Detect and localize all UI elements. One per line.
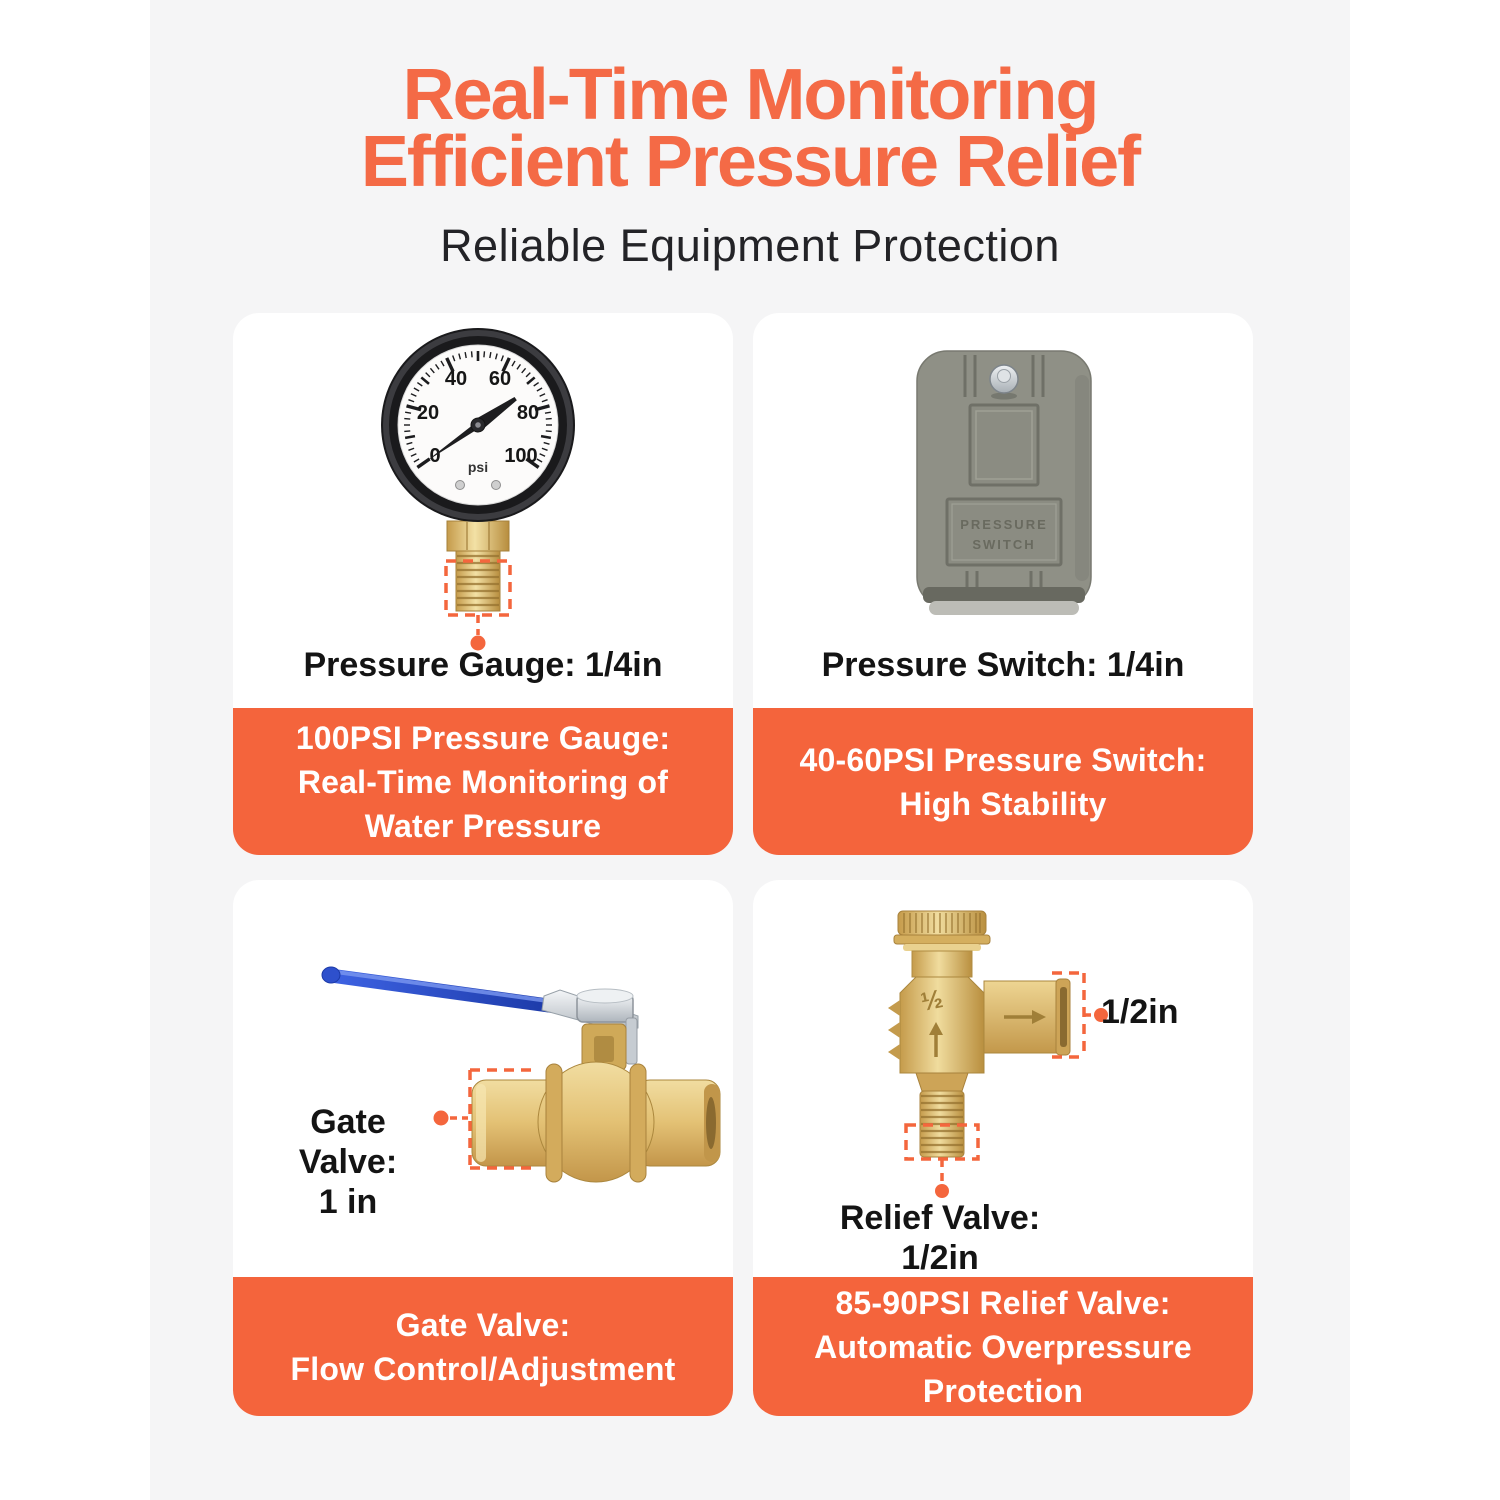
dial-label-0: 0: [429, 445, 440, 467]
switch-base-lip: [929, 601, 1079, 615]
dial-screw-right: [491, 480, 501, 490]
banner-line: High Stability: [899, 785, 1107, 822]
switch-base: [923, 587, 1085, 603]
callout-dot: [433, 1110, 449, 1126]
pressure-gauge-card: 0 20 40 60 80 100 psi: [233, 313, 733, 708]
gate-valve-size-label: Gate Valve: 1 in: [263, 1102, 433, 1222]
relief-valve-port-label: 1/2in: [1101, 993, 1179, 1031]
gauge-dial: 0 20 40 60 80 100 psi: [381, 328, 575, 522]
gate-valve-size-line2: 1 in: [318, 1183, 378, 1221]
switch-upper-panel: [968, 403, 1040, 487]
banner-line: Water Pressure: [364, 807, 602, 844]
gauge-thread-callout: [444, 559, 512, 651]
pressure-switch-illustration: PRESSURE SWITCH: [916, 350, 1092, 615]
relief-valve-size-label: Relief Valve: 1/2in: [839, 1199, 1041, 1277]
embossed-text-line1: PRESSURE: [960, 517, 1048, 532]
switch-name-plate: PRESSURE SWITCH: [945, 497, 1063, 567]
relief-port-callout: [1052, 971, 1108, 1059]
banner-line: Gate Valve:: [395, 1306, 571, 1343]
gauge-needle: [425, 396, 517, 462]
relief-valve-card: ½: [753, 880, 1253, 1277]
banner-line: Protection: [922, 1372, 1084, 1409]
pressure-gauge-size-label: Pressure Gauge: 1/4in: [303, 646, 663, 684]
relief-valve-banner: 85-90PSI Relief Valve: Automatic Overpre…: [753, 1277, 1253, 1416]
page-subtitle: Reliable Equipment Protection: [440, 220, 1060, 271]
chrome-latch: [625, 1017, 638, 1065]
relief-threaded-inlet: [915, 1072, 969, 1158]
pressure-gauge-banner: 100PSI Pressure Gauge: Real-Time Monitor…: [233, 708, 733, 855]
valve-stem: [581, 1023, 627, 1071]
gate-valve-illustration: [321, 966, 721, 1183]
header: Real-Time Monitoring Efficient Pressure …: [0, 55, 1500, 272]
dial-label-60: 60: [489, 368, 511, 390]
page-title-line1: Real-Time Monitoring: [402, 55, 1100, 135]
dial-unit-label: psi: [468, 459, 488, 475]
pressure-switch-card: PRESSURE SWITCH Pressure Switch: 1/4in: [753, 313, 1253, 708]
banner-line: 85-90PSI Relief Valve:: [835, 1284, 1171, 1321]
relief-inlet-callout: [904, 1123, 980, 1198]
relief-neck: [911, 950, 973, 978]
pressure-switch-size-label: Pressure Switch: 1/4in: [821, 646, 1185, 684]
gauge-brass-stem: [446, 520, 510, 612]
switch-bottom-ridges: [965, 571, 1043, 589]
relief-knurled-cap: [893, 910, 991, 951]
banner-line: Flow Control/Adjustment: [290, 1350, 676, 1387]
dial-label-20: 20: [417, 402, 439, 424]
chrome-packing-nut: [576, 988, 634, 1023]
relief-body: [888, 976, 985, 1074]
callout-dot: [1094, 1008, 1108, 1022]
dial-screw-left: [455, 480, 465, 490]
valve-body: [471, 1061, 721, 1183]
banner-line: Automatic Overpressure: [814, 1328, 1192, 1365]
pressure-gauge-illustration: 0 20 40 60 80 100 psi: [381, 328, 575, 651]
gate-valve-port-callout: [433, 1068, 532, 1170]
embossed-text-line2: SWITCH: [972, 537, 1035, 552]
gate-valve-card: Gate Valve: 1 in: [233, 880, 733, 1277]
callout-dot: [935, 1184, 949, 1198]
banner-line: Real-Time Monitoring of: [297, 763, 669, 800]
dial-label-100: 100: [504, 445, 537, 467]
blue-handle: [321, 966, 559, 1013]
gate-valve-banner: Gate Valve: Flow Control/Adjustment: [233, 1277, 733, 1416]
gauge-tick-marks: [404, 351, 552, 469]
valve-center-body: [537, 1061, 655, 1183]
dial-label-40: 40: [445, 368, 467, 390]
banner-line: 100PSI Pressure Gauge:: [295, 719, 671, 756]
callout-dot: [470, 635, 486, 651]
relief-valve-illustration: ½: [888, 910, 1108, 1198]
gate-valve-size-line1: Gate Valve:: [298, 1103, 398, 1181]
relief-body-markings: ½: [918, 983, 1046, 1057]
switch-top-nut: [989, 364, 1019, 400]
dial-label-80: 80: [517, 402, 539, 424]
switch-top-ridges: [963, 355, 1045, 397]
page-title-line2: Efficient Pressure Relief: [360, 122, 1141, 202]
page-title: Real-Time Monitoring Efficient Pressure …: [0, 55, 1500, 202]
banner-line: 40-60PSI Pressure Switch:: [799, 741, 1207, 778]
pressure-switch-banner: 40-60PSI Pressure Switch: High Stability: [753, 708, 1253, 855]
